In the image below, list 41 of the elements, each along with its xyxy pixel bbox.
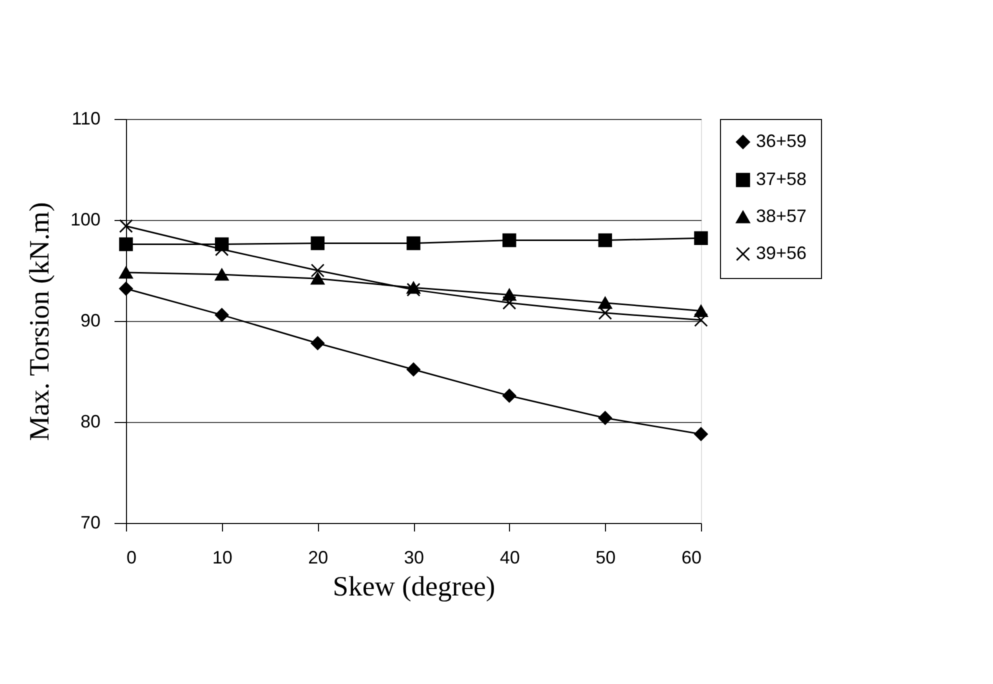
x-tick-label: 50 bbox=[596, 548, 616, 568]
point bbox=[406, 362, 420, 376]
point bbox=[598, 411, 612, 425]
point bbox=[310, 264, 325, 278]
point bbox=[119, 282, 133, 296]
y-tick-label: 90 bbox=[80, 310, 100, 330]
x-axis-title: Skew (degree) bbox=[332, 572, 496, 602]
point bbox=[694, 313, 708, 327]
y-tick-label: 70 bbox=[80, 512, 100, 532]
point bbox=[310, 336, 325, 350]
y-tick-label: 80 bbox=[80, 412, 100, 432]
x-tick-label: 20 bbox=[308, 548, 328, 568]
point bbox=[406, 236, 420, 250]
point bbox=[214, 308, 229, 322]
y-tick-label: 100 bbox=[70, 210, 100, 230]
point bbox=[598, 306, 612, 320]
point bbox=[310, 272, 325, 285]
y-axis-title: Max. Torsion (kN.m) bbox=[24, 202, 56, 441]
legend-label: 38+57 bbox=[756, 206, 807, 226]
point bbox=[119, 237, 133, 252]
point bbox=[598, 296, 612, 309]
x-tick-label: 30 bbox=[404, 548, 424, 568]
x-tick-label: 0 bbox=[126, 548, 137, 568]
point bbox=[502, 233, 516, 248]
legend-label: 37+58 bbox=[756, 169, 807, 189]
point bbox=[310, 236, 325, 250]
point bbox=[694, 427, 708, 441]
point bbox=[502, 296, 516, 310]
x-tick-label: 60 bbox=[681, 548, 702, 568]
x-tick-label: 40 bbox=[500, 548, 520, 568]
legend-label: 39+56 bbox=[756, 243, 807, 263]
point bbox=[694, 231, 708, 246]
point bbox=[502, 388, 516, 403]
point bbox=[119, 219, 133, 233]
point bbox=[598, 233, 612, 248]
y-tick-label: 110 bbox=[72, 108, 100, 128]
x-tick-label: 10 bbox=[212, 548, 232, 568]
point bbox=[119, 266, 133, 279]
legend-label: 36+59 bbox=[756, 131, 807, 151]
point bbox=[406, 282, 420, 297]
point bbox=[214, 268, 229, 281]
